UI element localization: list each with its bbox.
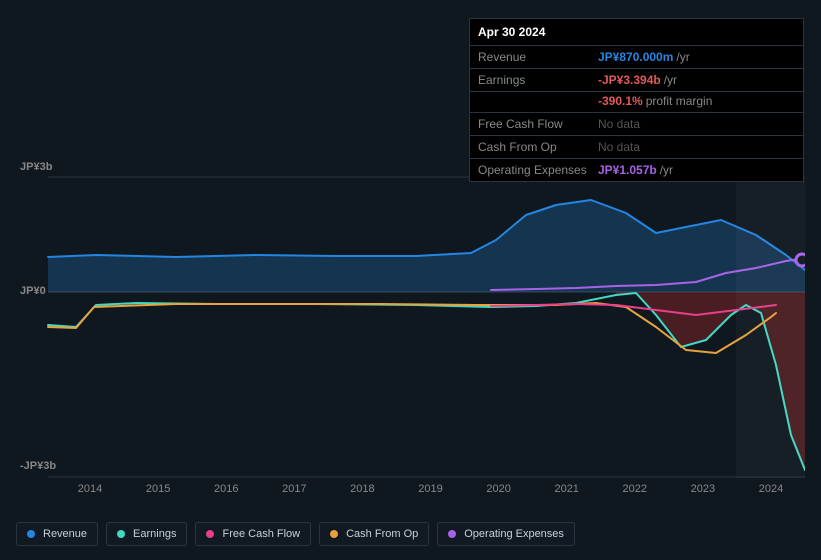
legend-item[interactable]: Free Cash Flow [195,522,311,546]
x-tick-label: 2019 [396,483,464,495]
legend-label: Free Cash Flow [222,528,300,540]
tooltip-row-label: Free Cash Flow [478,117,598,131]
tooltip-rows: RevenueJP¥870.000m/yrEarnings-JP¥3.394b/… [470,46,803,181]
legend-item[interactable]: Operating Expenses [437,522,575,546]
tooltip-row-label: Operating Expenses [478,163,598,177]
x-tick-label: 2021 [533,483,601,495]
legend-item[interactable]: Earnings [106,522,187,546]
legend-dot [206,530,214,538]
legend-item[interactable]: Cash From Op [319,522,429,546]
x-tick-label: 2024 [737,483,805,495]
tooltip-date: Apr 30 2024 [470,19,803,46]
x-tick-label: 2022 [601,483,669,495]
x-tick-label: 2023 [669,483,737,495]
chart-container: JP¥3b JP¥0 -JP¥3b 2014201520162017201820… [16,155,805,495]
chart-tooltip: Apr 30 2024 RevenueJP¥870.000m/yrEarning… [469,18,804,182]
x-tick-label: 2017 [260,483,328,495]
x-tick-label: 2016 [192,483,260,495]
tooltip-row-value: -JP¥3.394b/yr [598,73,677,87]
tooltip-row-label: Revenue [478,50,598,64]
x-tick-label: 2018 [328,483,396,495]
tooltip-row-value: JP¥870.000m/yr [598,50,690,64]
tooltip-row: Operating ExpensesJP¥1.057b/yr [470,159,803,181]
tooltip-row-value: No data [598,117,640,131]
tooltip-row-value: No data [598,140,640,154]
chart-svg [16,155,805,480]
tooltip-row-value: JP¥1.057b/yr [598,163,673,177]
legend-dot [27,530,35,538]
legend-label: Operating Expenses [464,528,564,540]
tooltip-row-secondary: -390.1%profit margin [470,92,803,113]
tooltip-row: Earnings-JP¥3.394b/yr [470,69,803,92]
x-tick-label: 2020 [465,483,533,495]
chart-x-axis: 2014201520162017201820192020202120222023… [16,480,805,495]
legend-label: Earnings [133,528,176,540]
tooltip-row-label: Cash From Op [478,140,598,154]
x-tick-label: 2014 [56,483,124,495]
legend-dot [117,530,125,538]
tooltip-row: RevenueJP¥870.000m/yr [470,46,803,69]
tooltip-row: Free Cash FlowNo data [470,113,803,136]
tooltip-row-label: Earnings [478,73,598,87]
tooltip-row: Cash From OpNo data [470,136,803,159]
chart-plot[interactable] [16,155,805,480]
x-tick-label: 2015 [124,483,192,495]
legend-label: Cash From Op [346,528,418,540]
legend-dot [330,530,338,538]
chart-legend: Revenue Earnings Free Cash Flow Cash From O… [16,522,575,546]
legend-item[interactable]: Revenue [16,522,98,546]
legend-label: Revenue [43,528,87,540]
legend-dot [448,530,456,538]
